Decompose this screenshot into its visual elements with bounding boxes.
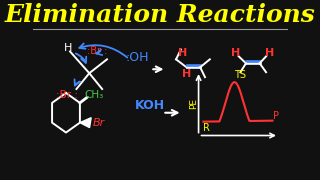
Text: H: H [182, 69, 191, 79]
Text: :OH: :OH [126, 51, 149, 64]
Text: Br: Br [93, 118, 105, 128]
Text: TS: TS [234, 70, 246, 80]
Text: :Br :: :Br : [87, 46, 108, 57]
Polygon shape [80, 118, 91, 128]
Text: PE: PE [189, 98, 198, 109]
Text: KOH: KOH [135, 99, 165, 112]
Text: CH₃: CH₃ [85, 90, 104, 100]
Text: :Br :: :Br : [56, 90, 78, 100]
Text: R: R [203, 123, 210, 133]
Text: H: H [231, 48, 240, 58]
Text: Elimination Reactions: Elimination Reactions [4, 3, 316, 27]
Text: H: H [178, 48, 187, 58]
Text: H: H [265, 48, 274, 58]
Text: P: P [273, 111, 279, 121]
Text: H: H [64, 44, 73, 53]
